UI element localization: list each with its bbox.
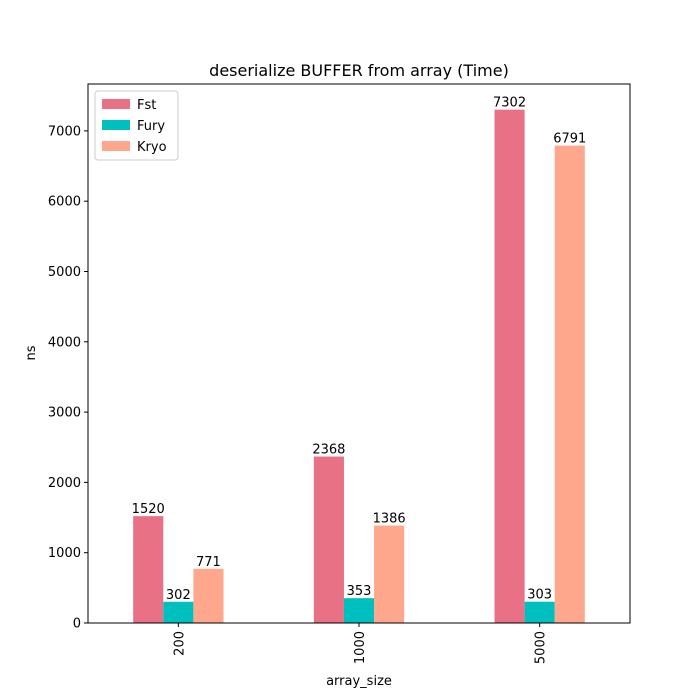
bar-label-kryo-200: 771: [196, 555, 221, 570]
y-tick-label-6000: 6000: [48, 195, 81, 210]
bar-label-fury-1000: 353: [347, 584, 372, 599]
x-axis: 200 1000 5000: [172, 623, 549, 664]
y-tick-label-0: 0: [73, 617, 81, 632]
legend-swatch-fst: [102, 99, 130, 109]
x-tick-label-1000: 1000: [353, 631, 368, 664]
bar-kryo-200: [193, 568, 224, 623]
y-tick-label-4000: 4000: [48, 335, 81, 350]
bar-label-fury-200: 302: [166, 588, 191, 603]
y-tick-label-2000: 2000: [48, 476, 81, 491]
bar-label-fst-200: 1520: [132, 502, 165, 517]
bar-label-fury-5000: 303: [527, 588, 552, 603]
legend-label-fst: Fst: [137, 98, 156, 113]
legend-swatch-kryo: [102, 141, 130, 151]
bar-label-kryo-5000: 6791: [553, 132, 586, 147]
legend: Fst Fury Kryo: [94, 90, 179, 161]
bar-kryo-5000: [554, 145, 585, 624]
y-tick-label-3000: 3000: [48, 406, 81, 421]
x-axis-title: array_size: [326, 674, 392, 689]
bar-label-fst-1000: 2368: [312, 443, 345, 458]
y-axis-title: ns: [24, 345, 39, 360]
x-tick-label-5000: 5000: [534, 631, 549, 664]
y-axis: 0 1000 2000 3000 4000 5000 6000 7000: [48, 124, 88, 632]
x-tick-label-200: 200: [172, 631, 187, 656]
bar-fst-1000: [313, 456, 344, 623]
legend-swatch-fury: [102, 120, 130, 130]
bar-fury-1000: [343, 598, 375, 623]
plot-area: 1520 302 771 2368 353 1386 7302 303 6791: [132, 96, 586, 624]
legend-label-fury: Fury: [137, 119, 165, 134]
y-tick-label-5000: 5000: [48, 265, 81, 280]
y-tick-label-1000: 1000: [48, 546, 81, 561]
bar-fst-5000: [494, 109, 525, 623]
bar-fury-5000: [524, 601, 555, 623]
bar-fury-200: [163, 601, 194, 623]
bar-label-kryo-1000: 1386: [373, 512, 406, 527]
bar-fst-200: [133, 516, 164, 623]
bar-kryo-1000: [374, 525, 405, 623]
chart-title: deserialize BUFFER from array (Time): [209, 61, 509, 80]
legend-label-kryo: Kryo: [137, 140, 167, 155]
y-tick-label-7000: 7000: [48, 124, 81, 139]
bar-label-fst-5000: 7302: [493, 96, 526, 111]
